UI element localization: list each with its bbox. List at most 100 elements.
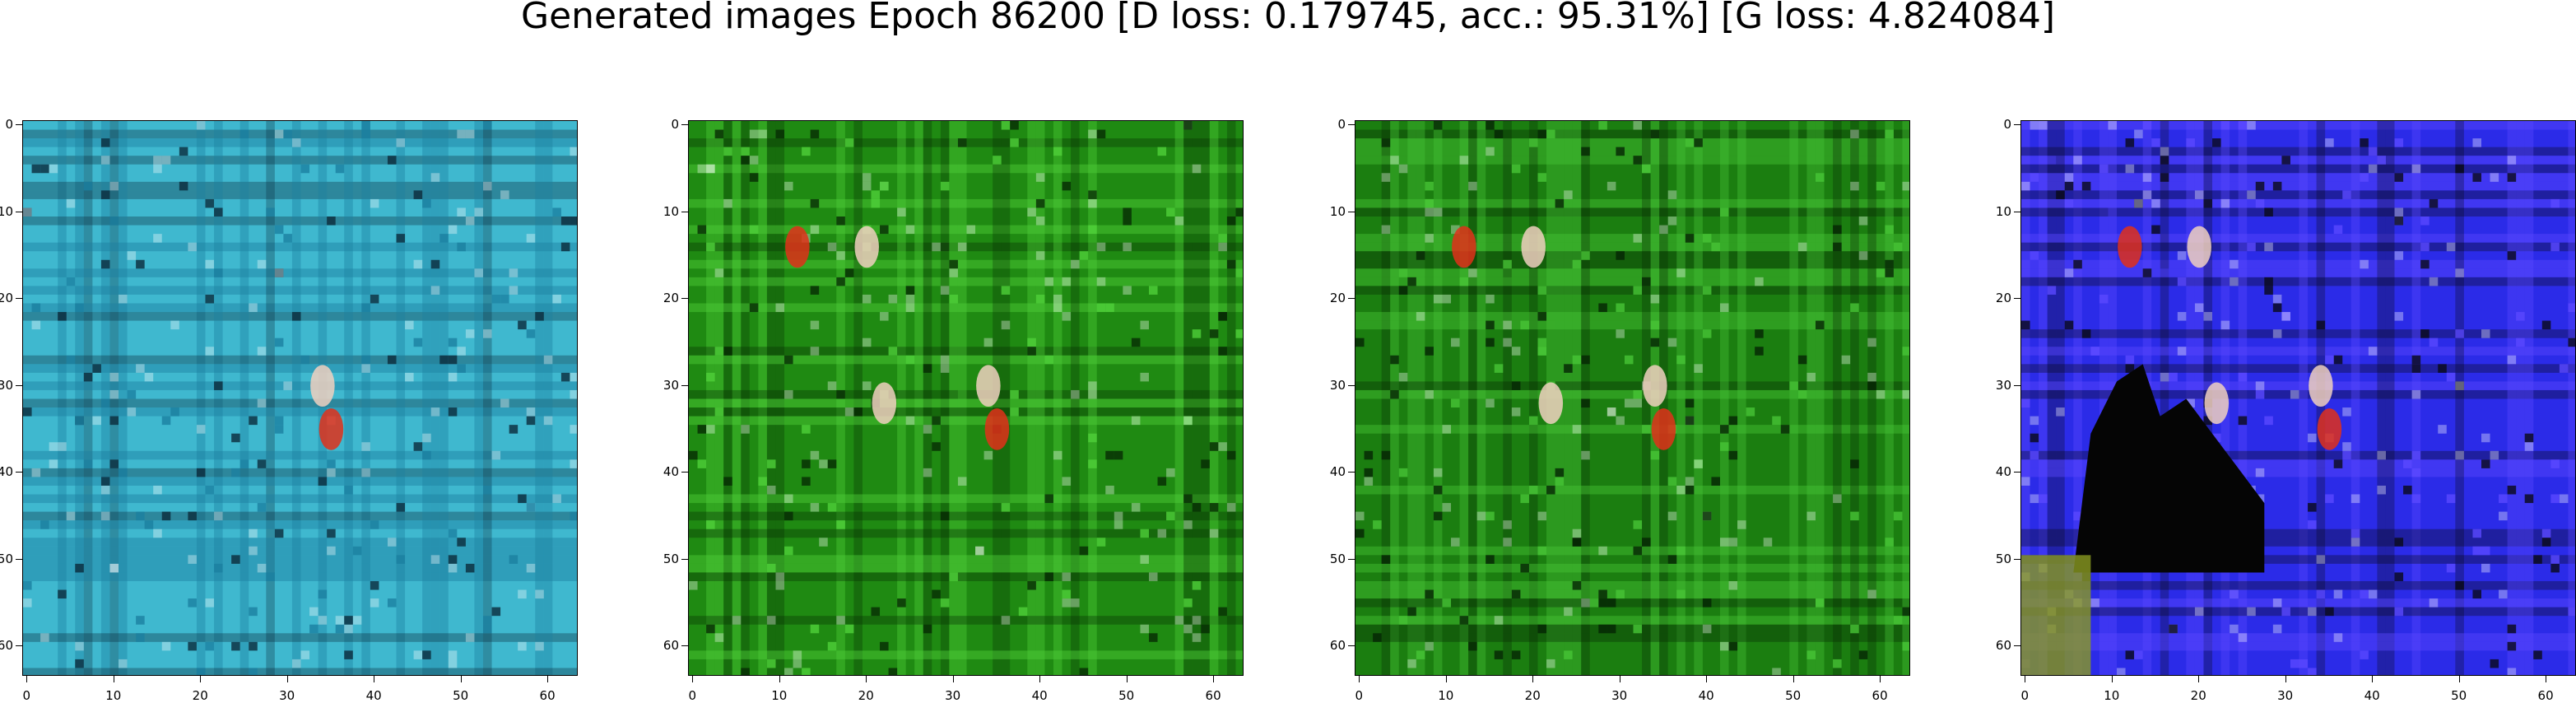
x-tick-label: 60 [2537, 688, 2554, 703]
y-tick-mark [1348, 472, 1355, 473]
y-tick-mark [681, 645, 688, 647]
y-tick-mark [681, 472, 688, 473]
y-tick-mark [681, 298, 688, 300]
y-tick-label: 50 [663, 551, 679, 566]
y-tick-label: 50 [1995, 551, 2011, 566]
y-tick-label: 50 [0, 551, 13, 566]
x-tick-mark [2372, 676, 2374, 682]
image-panel: 0 10 20 30 40 50 60 0 10 20 30 40 50 60 [0, 117, 578, 703]
x-tick-label: 0 [2020, 688, 2030, 703]
generated-image-1 [22, 120, 578, 676]
x-tick-mark [1445, 676, 1447, 682]
x-tick-mark [2198, 676, 2200, 682]
x-tick-label: 20 [858, 688, 874, 703]
y-tick-mark [2014, 298, 2020, 300]
x-tick-mark [1706, 676, 1708, 682]
y-tick-label: 10 [663, 203, 679, 219]
x-tick-mark [1880, 676, 1881, 682]
x-tick-mark [1039, 676, 1041, 682]
x-tick-mark [1793, 676, 1794, 682]
x-tick-mark [2458, 676, 2460, 682]
image-panel: 0 10 20 30 40 50 60 0 10 20 30 40 50 60 [1996, 117, 2576, 703]
y-tick-label: 20 [663, 291, 679, 306]
x-tick-mark [2111, 676, 2113, 682]
y-tick-mark [16, 472, 22, 473]
y-tick-label: 10 [1995, 203, 2011, 219]
y-tick-label: 0 [5, 117, 13, 133]
x-tick-mark [286, 676, 288, 682]
y-tick-label: 40 [1995, 464, 2011, 480]
y-tick-label: 0 [1337, 117, 1346, 133]
generated-image-pixels [689, 121, 1243, 675]
x-tick-mark [1213, 676, 1215, 682]
x-tick-label: 30 [1611, 688, 1628, 703]
generated-image-4 [2020, 120, 2576, 676]
x-tick-label: 40 [2364, 688, 2380, 703]
x-tick-label: 10 [105, 688, 122, 703]
x-tick-label: 40 [1698, 688, 1714, 703]
x-tick-mark [547, 676, 549, 682]
y-tick-label: 20 [1329, 291, 1346, 306]
y-tick-label: 40 [663, 464, 679, 480]
x-tick-label: 60 [539, 688, 556, 703]
y-tick-label: 50 [1329, 551, 1346, 566]
x-tick-label: 30 [279, 688, 295, 703]
y-tick-label: 30 [663, 377, 679, 393]
y-tick-mark [681, 558, 688, 560]
x-tick-label: 10 [2104, 688, 2120, 703]
x-tick-label: 20 [192, 688, 208, 703]
y-tick-mark [681, 124, 688, 126]
y-tick-mark [1348, 384, 1355, 386]
x-tick-label: 0 [688, 688, 697, 703]
y-tick-label: 60 [0, 638, 13, 654]
y-tick-label: 20 [0, 291, 13, 306]
x-tick-label: 60 [1872, 688, 1888, 703]
y-tick-mark [681, 384, 688, 386]
x-tick-mark [952, 676, 954, 682]
x-tick-label: 50 [1785, 688, 1802, 703]
y-tick-label: 60 [1995, 638, 2011, 654]
y-tick-mark [16, 298, 22, 300]
generated-image-2 [688, 120, 1244, 676]
generated-image-pixels [2021, 121, 2575, 675]
x-tick-label: 10 [1438, 688, 1454, 703]
y-tick-mark [2014, 384, 2020, 386]
y-tick-mark [2014, 472, 2020, 473]
generated-image-pixels [1355, 121, 1909, 675]
y-tick-label: 30 [1329, 377, 1346, 393]
x-tick-label: 40 [365, 688, 382, 703]
image-panel: 0 10 20 30 40 50 60 0 10 20 30 40 50 60 [663, 117, 1244, 703]
y-tick-label: 30 [1995, 377, 2011, 393]
x-tick-label: 20 [2190, 688, 2206, 703]
generated-image-pixels [23, 121, 577, 675]
x-tick-mark [1126, 676, 1128, 682]
x-tick-mark [26, 676, 28, 682]
image-panel: 0 10 20 30 40 50 60 0 10 20 30 40 50 60 [1330, 117, 1910, 703]
y-tick-label: 30 [0, 377, 13, 393]
y-tick-label: 10 [1329, 203, 1346, 219]
y-tick-label: 0 [671, 117, 679, 133]
x-tick-mark [2285, 676, 2286, 682]
y-tick-label: 20 [1995, 291, 2011, 306]
x-tick-label: 50 [453, 688, 469, 703]
x-tick-label: 10 [771, 688, 788, 703]
x-tick-label: 60 [1205, 688, 1221, 703]
y-tick-mark [2014, 124, 2020, 126]
y-tick-mark [16, 124, 22, 126]
x-tick-label: 0 [1355, 688, 1364, 703]
y-tick-mark [1348, 124, 1355, 126]
y-tick-mark [1348, 558, 1355, 560]
x-tick-label: 30 [945, 688, 961, 703]
y-tick-label: 40 [0, 464, 13, 480]
x-tick-label: 50 [1118, 688, 1135, 703]
x-tick-mark [200, 676, 202, 682]
x-tick-label: 0 [22, 688, 31, 703]
x-tick-mark [1359, 676, 1360, 682]
y-tick-label: 10 [0, 203, 13, 219]
y-tick-mark [16, 645, 22, 647]
y-tick-mark [2014, 558, 2020, 560]
x-tick-mark [692, 676, 694, 682]
figure-title: Generated images Epoch 86200 [D loss: 0.… [520, 0, 2056, 37]
y-tick-mark [2014, 645, 2020, 647]
